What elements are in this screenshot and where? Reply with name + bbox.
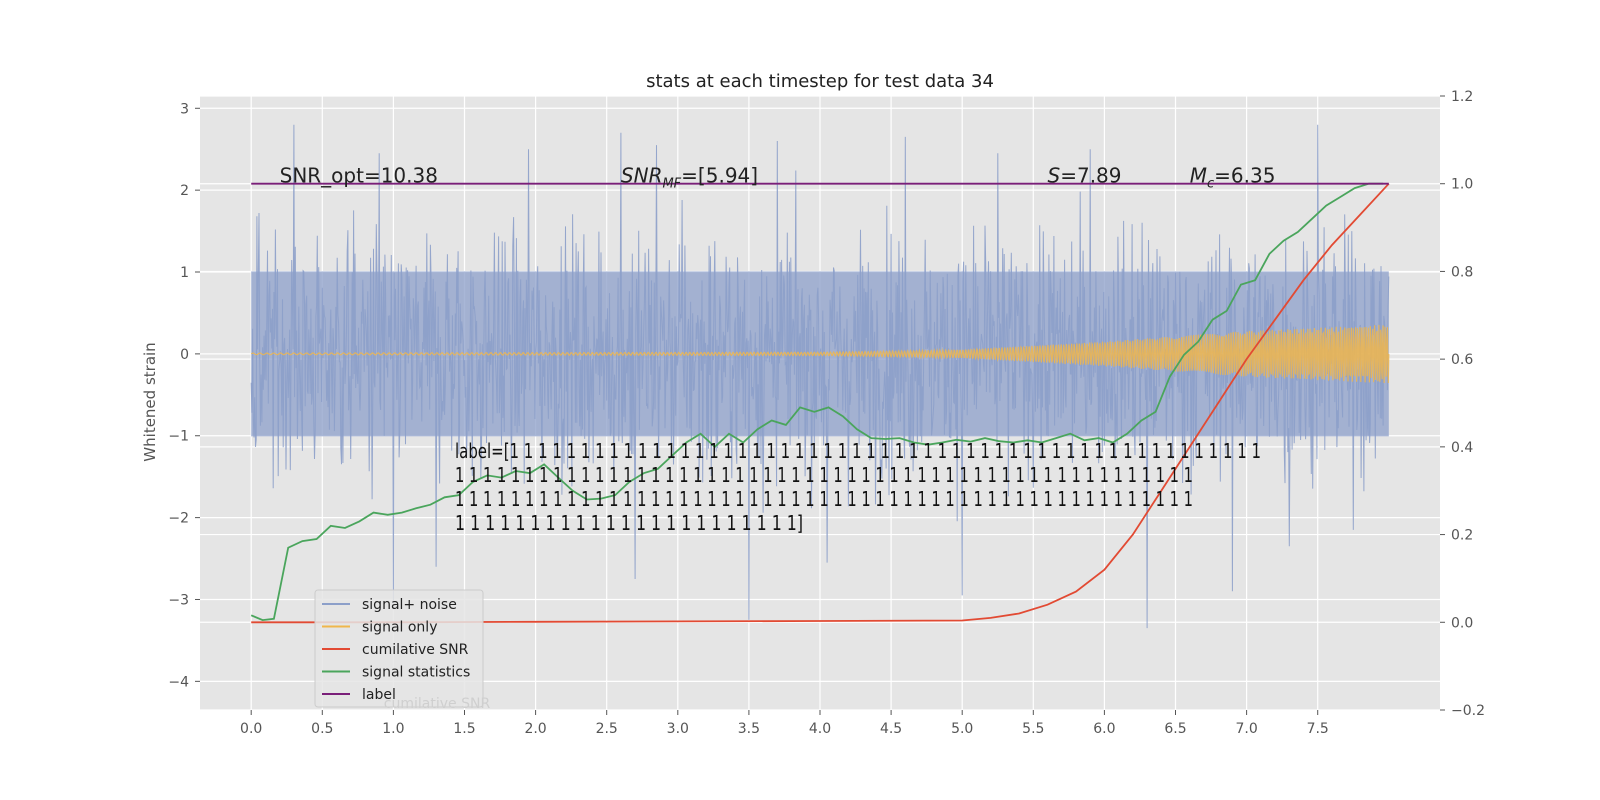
y2-tick-label: 0.0 [1451, 615, 1473, 631]
y2-tick-label: 0.2 [1451, 528, 1473, 544]
x-tick-label: 0.0 [240, 721, 262, 737]
label-text-line: 1 1 1 1 1 1 1 1 1 1 1 1 1 1 1 1 1 1 1 1 … [455, 463, 1193, 487]
y2-tick-label: 0.8 [1451, 264, 1473, 280]
annotation: Mc=6.35 [1190, 164, 1276, 192]
x-axis: 0.0 0.5 1.0 1.5 2.0 2.5 3.0 3.5 4.0 4.5 5.0 5.5 6.0 6… [240, 710, 1329, 737]
x-tick-label: 2.0 [524, 721, 546, 737]
x-tick-label: 0.5 [311, 721, 333, 737]
signal-statistics-line [250, 182, 1384, 622]
x-tick-label: 3.5 [738, 721, 760, 737]
label-text: label=[1 1 1 1 1 1 1 1 1 1 1 1 1 1 1 1 1… [455, 439, 1261, 535]
legend-entry: signal statistics [362, 665, 470, 681]
y2-tick-label: 0.6 [1451, 352, 1473, 368]
x-tick-label: 3.0 [667, 721, 689, 737]
annotation: SNR_opt=10.38 [280, 164, 438, 188]
x-tick-label: 6.5 [1164, 721, 1186, 737]
annotation: S=7.89 [1048, 164, 1122, 188]
signal-only-series [250, 324, 1390, 384]
label-text-line: 1 1 1 1 1 1 1 1 1 1 1 1 1 1 1 1 1 1 1 1 … [455, 487, 1193, 511]
x-tick-label: 1.5 [453, 721, 475, 737]
chart-title: stats at each timestep for test data 34 [646, 71, 994, 92]
y-tick-label: −3 [168, 592, 189, 608]
x-tick-label: 7.5 [1307, 721, 1329, 737]
y-tick-label: 3 [180, 101, 189, 117]
x-tick-label: 1.0 [382, 721, 404, 737]
label-text-line: label=[1 1 1 1 1 1 1 1 1 1 1 1 1 1 1 1 1… [455, 439, 1261, 463]
y2-tick-label: −0.2 [1451, 703, 1485, 719]
x-tick-label: 4.5 [880, 721, 902, 737]
legend: cumilative SNR signal+ noise signal only cu… [314, 589, 491, 712]
x-tick-label: 5.5 [1022, 721, 1044, 737]
x-tick-label: 2.5 [596, 721, 618, 737]
legend-entry: signal only [362, 620, 437, 636]
y-tick-label: −1 [168, 429, 189, 445]
y-tick-label: −4 [168, 674, 189, 690]
y-axis: 3 2 1 0 −1 −2 −3 −4 [168, 101, 200, 690]
annotations: SNR_opt=10.38 SNRMF=[5.94] S=7.89 Mc=6.35 [280, 164, 1276, 192]
annotation: SNRMF=[5.94] [621, 164, 758, 192]
legend-ghost-text: cumilative SNR [384, 696, 491, 712]
y-tick-label: −2 [168, 511, 189, 527]
x-tick-label: 7.0 [1235, 721, 1257, 737]
y2-tick-label: 1.2 [1451, 89, 1473, 105]
cumulative-snr-line [251, 183, 1390, 624]
x-tick-label: 6.0 [1093, 721, 1115, 737]
legend-box [314, 589, 484, 708]
signal-only-line [250, 324, 1390, 384]
legend-entry: signal+ noise [362, 597, 457, 613]
line-series [250, 182, 1390, 624]
y-tick-label: 0 [180, 347, 189, 363]
legend-entry: cumilative SNR [362, 642, 469, 658]
y-tick-label: 1 [180, 265, 189, 281]
label-text-line: 1 1 1 1 1 1 1 1 1 1 1 1 1 1 1 1 1 1 1 1 … [455, 511, 803, 535]
y2-tick-label: 0.4 [1451, 440, 1473, 456]
legend-entry: label [362, 687, 396, 703]
y-tick-label: 2 [180, 183, 189, 199]
y2-axis: 1.2 1.0 0.8 0.6 0.4 0.2 0.0 −0.2 [1440, 89, 1485, 719]
y-axis-label: Whitened strain [141, 342, 159, 461]
x-tick-label: 5.0 [951, 721, 973, 737]
x-tick-label: 4.0 [809, 721, 831, 737]
y2-tick-label: 1.0 [1451, 177, 1473, 193]
